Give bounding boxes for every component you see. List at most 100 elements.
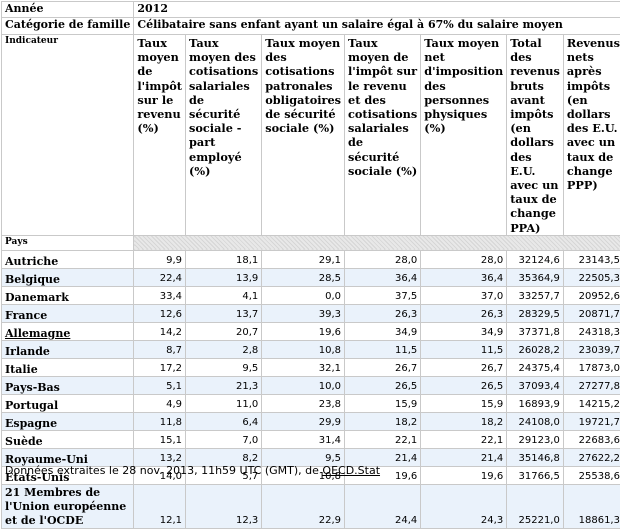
value-cell: 19,6 <box>421 466 507 484</box>
country-name: Suède <box>2 430 134 448</box>
value-cell: 28329,5 <box>507 304 564 322</box>
value-cell: 0,0 <box>262 286 345 304</box>
table-row: Danemark 33,4 4,1 0,0 37,5 37,0 33257,7 … <box>2 286 620 304</box>
country-name: Autriche <box>2 250 134 268</box>
value-cell: 26,5 <box>345 376 421 394</box>
value-cell: 36,4 <box>345 268 421 286</box>
value-cell: 34,9 <box>345 322 421 340</box>
value-cell: 32,1 <box>262 358 345 376</box>
value-cell: 14,2 <box>134 322 186 340</box>
table-row: Autriche 9,9 18,1 29,1 28,0 28,0 32124,6… <box>2 250 620 268</box>
value-cell: 20871,7 <box>563 304 620 322</box>
value-cell: 18,2 <box>345 412 421 430</box>
country-name: Portugal <box>2 394 134 412</box>
value-cell: 29123,0 <box>507 430 564 448</box>
column-header[interactable]: Taux moyen de l'impôt sur le revenu et d… <box>345 35 421 236</box>
value-cell: 36,4 <box>421 268 507 286</box>
value-cell: 26028,2 <box>507 340 564 358</box>
country-name: Italie <box>2 358 134 376</box>
column-header[interactable]: Total des revenus bruts avant impôts (en… <box>507 35 564 236</box>
value-cell: 24,3 <box>421 484 507 528</box>
value-cell: 10,8 <box>262 340 345 358</box>
value-cell: 26,7 <box>345 358 421 376</box>
value-cell: 16893,9 <box>507 394 564 412</box>
source-footer: Données extraites le 28 nov. 2013, 11h59… <box>5 464 380 477</box>
value-cell: 33,4 <box>134 286 186 304</box>
value-cell: 32124,6 <box>507 250 564 268</box>
value-cell: 27622,2 <box>563 448 620 466</box>
pays-label: Pays <box>2 235 134 250</box>
value-cell: 18,2 <box>421 412 507 430</box>
value-cell: 11,0 <box>186 394 262 412</box>
value-cell: 18861,3 <box>563 484 620 528</box>
column-header[interactable]: Revenus nets après impôts (en dollars de… <box>563 35 620 236</box>
value-cell: 22683,6 <box>563 430 620 448</box>
country-name: Pays-Bas <box>2 376 134 394</box>
categorie-value: Célibataire sans enfant ayant un salaire… <box>134 18 620 35</box>
column-header[interactable]: Taux moyen des cotisations patronales ob… <box>262 35 345 236</box>
value-cell: 24375,4 <box>507 358 564 376</box>
value-cell: 13,9 <box>186 268 262 286</box>
value-cell: 39,3 <box>262 304 345 322</box>
value-cell: 11,5 <box>421 340 507 358</box>
value-cell: 11,8 <box>134 412 186 430</box>
column-header[interactable]: Taux moyen de l'impôt sur le revenu (%) <box>134 35 186 236</box>
value-cell: 22,1 <box>345 430 421 448</box>
value-cell: 37,5 <box>345 286 421 304</box>
table-row: Portugal 4,9 11,0 23,8 15,9 15,9 16893,9… <box>2 394 620 412</box>
value-cell: 25538,6 <box>563 466 620 484</box>
annee-label: Année <box>2 2 134 18</box>
value-cell: 9,5 <box>186 358 262 376</box>
value-cell: 24108,0 <box>507 412 564 430</box>
value-cell: 4,1 <box>186 286 262 304</box>
value-cell: 29,9 <box>262 412 345 430</box>
country-name: Belgique <box>2 268 134 286</box>
value-cell: 37371,8 <box>507 322 564 340</box>
table-row: Pays-Bas 5,1 21,3 10,0 26,5 26,5 37093,4… <box>2 376 620 394</box>
table-row: Espagne 11,8 6,4 29,9 18,2 18,2 24108,0 … <box>2 412 620 430</box>
value-cell: 25221,0 <box>507 484 564 528</box>
column-header[interactable]: Taux moyen net d'imposition des personne… <box>421 35 507 236</box>
value-cell: 28,0 <box>421 250 507 268</box>
value-cell: 26,7 <box>421 358 507 376</box>
value-cell: 18,1 <box>186 250 262 268</box>
value-cell: 14215,2 <box>563 394 620 412</box>
table-row: Belgique 22,4 13,9 28,5 36,4 36,4 35364,… <box>2 268 620 286</box>
value-cell: 17873,0 <box>563 358 620 376</box>
value-cell: 27277,8 <box>563 376 620 394</box>
value-cell: 20952,6 <box>563 286 620 304</box>
value-cell: 33257,7 <box>507 286 564 304</box>
country-link[interactable]: Allemagne <box>2 322 134 340</box>
value-cell: 26,3 <box>421 304 507 322</box>
value-cell: 37093,4 <box>507 376 564 394</box>
value-cell: 15,9 <box>345 394 421 412</box>
value-cell: 35146,8 <box>507 448 564 466</box>
value-cell: 26,3 <box>345 304 421 322</box>
value-cell: 34,9 <box>421 322 507 340</box>
value-cell: 24318,3 <box>563 322 620 340</box>
value-cell: 13,7 <box>186 304 262 322</box>
value-cell: 26,5 <box>421 376 507 394</box>
value-cell: 4,9 <box>134 394 186 412</box>
value-cell: 22505,3 <box>563 268 620 286</box>
value-cell: 12,6 <box>134 304 186 322</box>
value-cell: 19,6 <box>262 322 345 340</box>
value-cell: 11,5 <box>345 340 421 358</box>
value-cell: 28,5 <box>262 268 345 286</box>
table-row: Suède 15,1 7,0 31,4 22,1 22,1 29123,0 22… <box>2 430 620 448</box>
value-cell: 28,0 <box>345 250 421 268</box>
value-cell: 17,2 <box>134 358 186 376</box>
column-header[interactable]: Taux moyen des cotisations salariales de… <box>186 35 262 236</box>
value-cell: 9,9 <box>134 250 186 268</box>
value-cell: 21,4 <box>421 448 507 466</box>
value-cell: 22,4 <box>134 268 186 286</box>
table-row: France 12,6 13,7 39,3 26,3 26,3 28329,5 … <box>2 304 620 322</box>
source-link[interactable]: OECD.Stat <box>322 464 380 477</box>
value-cell: 12,3 <box>186 484 262 528</box>
value-cell: 29,1 <box>262 250 345 268</box>
country-name: Irlande <box>2 340 134 358</box>
value-cell: 35364,9 <box>507 268 564 286</box>
value-cell: 22,9 <box>262 484 345 528</box>
pays-filler <box>134 235 620 250</box>
